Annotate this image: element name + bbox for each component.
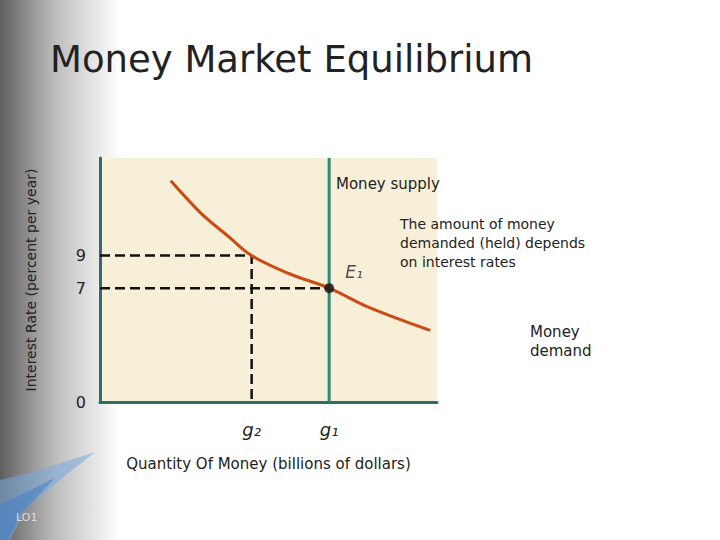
svg-text:0: 0 <box>76 393 86 412</box>
svg-text:on interest rates: on interest rates <box>400 254 516 270</box>
svg-text:LO1: LO1 <box>16 511 37 524</box>
svg-text:Money: Money <box>530 323 585 341</box>
svg-text:Money supply: Money supply <box>336 175 440 193</box>
svg-text:g₁: g₁ <box>320 419 339 440</box>
svg-text:The amount of money: The amount of money <box>399 216 559 232</box>
svg-text:Money Market Equilibrium: Money Market Equilibrium <box>50 38 533 81</box>
svg-text:E₁: E₁ <box>345 262 363 282</box>
svg-text:7: 7 <box>76 279 86 298</box>
svg-text:Interest Rate (percent per yea: Interest Rate (percent per year) <box>23 169 39 392</box>
svg-text:9: 9 <box>76 246 86 265</box>
svg-text:g₂: g₂ <box>242 419 261 440</box>
svg-text:demanded (held) depends: demanded (held) depends <box>400 235 590 251</box>
svg-text:demand: demand <box>530 342 592 360</box>
svg-text:Quantity Of Money (billions of: Quantity Of Money (billions of dollars) <box>126 455 411 473</box>
